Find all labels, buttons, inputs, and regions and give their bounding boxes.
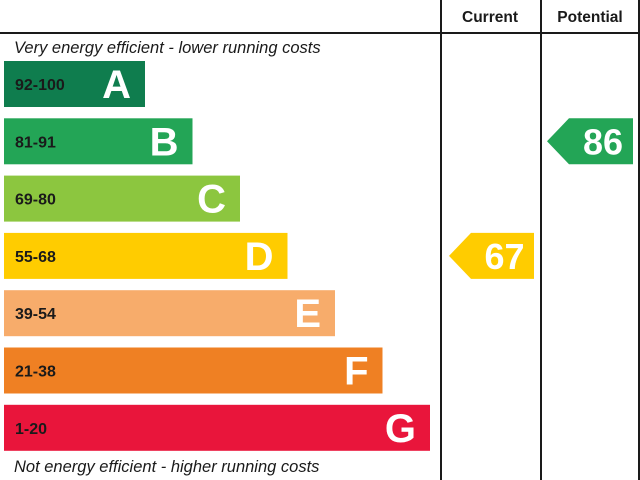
band-range-d: 55-68 <box>15 249 56 266</box>
band-bar-a <box>4 61 145 107</box>
band-bar-e <box>4 290 335 337</box>
band-bar-c <box>4 175 240 222</box>
top-efficiency-label: Very energy efficient - lower running co… <box>14 39 321 57</box>
band-bar-f <box>4 347 383 394</box>
band-letter-b: B <box>150 120 179 164</box>
band-letter-g: G <box>385 407 416 451</box>
potential-rating-arrow <box>547 118 633 165</box>
band-b: 81-91 B <box>4 118 193 165</box>
band-a: 92-100 A <box>4 61 145 107</box>
band-d: 55-68 D <box>4 232 288 279</box>
band-bar-b <box>4 118 193 165</box>
band-range-b: 81-91 <box>15 134 56 151</box>
band-range-a: 92-100 <box>15 77 65 94</box>
band-e: 39-54 E <box>4 290 335 337</box>
potential-rating-indicator: 86 <box>547 118 633 165</box>
band-range-g: 1-20 <box>15 421 47 438</box>
rating-indicators: 67 86 <box>449 118 633 279</box>
current-header: Current <box>462 9 518 26</box>
band-letter-c: C <box>197 178 226 222</box>
rating-bands: 92-100 A 81-91 B 69-80 C 55-68 D 39-54 E 21-38 F 1-2… <box>4 61 430 451</box>
band-bar-g <box>4 404 430 451</box>
band-letter-f: F <box>344 350 368 394</box>
column-headers: Current Potential <box>462 9 623 26</box>
current-rating-indicator: 67 <box>449 232 534 279</box>
band-bar-d <box>4 232 288 279</box>
band-letter-e: E <box>294 292 321 336</box>
band-range-c: 69-80 <box>15 192 56 209</box>
band-letter-d: D <box>245 235 274 279</box>
current-rating-value: 67 <box>484 236 524 277</box>
potential-header: Potential <box>557 9 622 26</box>
band-range-f: 21-38 <box>15 364 56 381</box>
band-c: 69-80 C <box>4 175 240 222</box>
bottom-efficiency-label: Not energy efficient - higher running co… <box>14 458 319 476</box>
band-g: 1-20 G <box>4 404 430 451</box>
band-f: 21-38 F <box>4 347 383 394</box>
band-letter-a: A <box>102 63 131 107</box>
potential-rating-value: 86 <box>583 121 623 162</box>
band-range-e: 39-54 <box>15 306 56 323</box>
current-rating-arrow <box>449 232 534 279</box>
